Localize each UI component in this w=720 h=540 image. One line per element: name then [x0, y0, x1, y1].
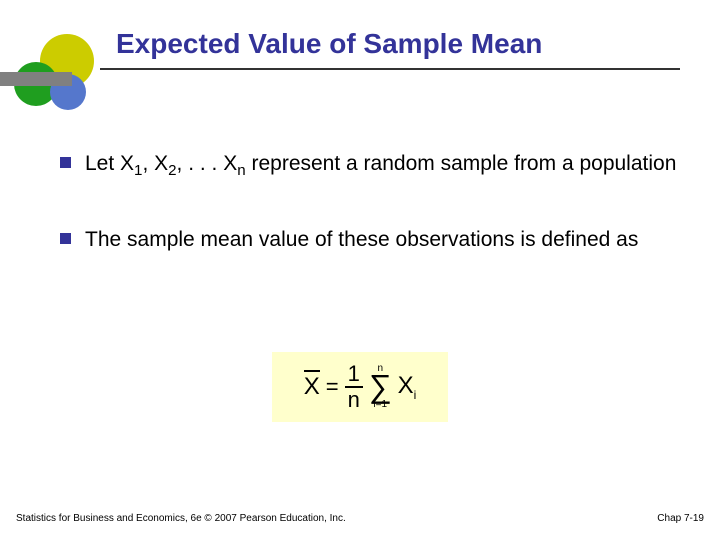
- bullet-text: The sample mean value of these observati…: [85, 226, 638, 254]
- equals-sign: =: [326, 374, 339, 400]
- bullet-square-icon: [60, 157, 71, 168]
- accent-bar: [0, 72, 72, 86]
- fraction-1-over-n: 1 n: [345, 362, 363, 412]
- bullet-item: The sample mean value of these observati…: [60, 226, 680, 254]
- bullet-text: Let X1, X2, . . . Xn represent a random …: [85, 150, 676, 182]
- formula-box: X = 1 n n ∑ i=1 Xi: [272, 352, 448, 422]
- footer-page-number: Chap 7-19: [657, 513, 704, 524]
- sample-mean-formula: X = 1 n n ∑ i=1 Xi: [304, 362, 417, 412]
- x-sub-i: Xi: [398, 372, 417, 402]
- summation-icon: n ∑ i=1: [369, 364, 392, 410]
- slide-body: Let X1, X2, . . . Xn represent a random …: [60, 150, 680, 298]
- x-bar: X: [304, 373, 320, 401]
- bullet-item: Let X1, X2, . . . Xn represent a random …: [60, 150, 680, 182]
- footer-copyright: Statistics for Business and Economics, 6…: [16, 513, 346, 524]
- title-underline: [100, 68, 680, 70]
- slide-title: Expected Value of Sample Mean: [116, 28, 542, 60]
- bullet-square-icon: [60, 233, 71, 244]
